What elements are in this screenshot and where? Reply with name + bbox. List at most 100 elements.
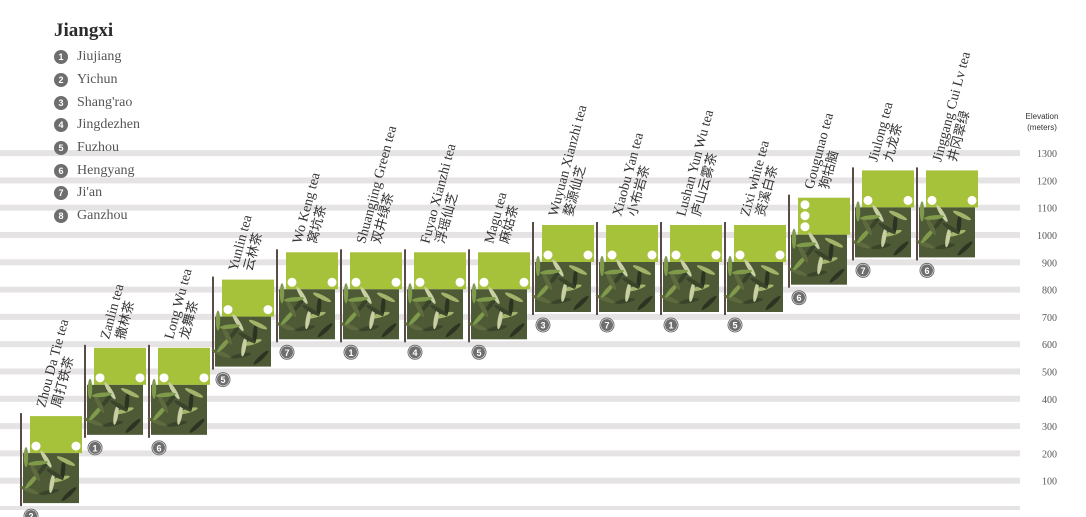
legend-number-marker: 3 [54,95,68,110]
bar-dot [800,211,810,221]
bar-dot [735,250,745,260]
y-tick-label: 500 [1042,368,1057,379]
tea-leaf [281,309,295,325]
tea-leaf [497,309,503,330]
region-marker-label: 3 [540,321,545,331]
legend-title: Jiangxi [54,20,114,41]
region-marker-label: 4 [412,348,417,358]
tea-leaf [238,332,256,344]
bar-stem [532,222,534,315]
tea-leaf [350,299,360,318]
legend-item: 3 Shang'rao [54,91,140,114]
region-marker-fill [601,319,613,331]
bar-dot [71,441,81,451]
region-marker-fill [473,346,485,359]
tea-leaf [412,296,432,302]
tea-leaf [942,222,960,234]
tea-leaf [188,391,194,412]
bar-dot [927,195,937,205]
elevation-band [0,395,1020,402]
tea-leaf [444,296,450,317]
bar-dot [31,441,41,451]
tea-leaf [356,296,370,313]
legend: Jiangxi 1 Jiujiang 2 Yichun 3 Shang'rao 4 Jingd… [54,20,140,228]
tea-leaf [935,243,955,250]
baseline-band [0,506,1020,510]
tea-leaf [478,299,488,318]
tea-leaf [420,296,434,313]
tea-leaf [740,268,754,286]
region-marker-fill [665,319,677,331]
tea-leaf [49,473,55,493]
region-marker-label: 1 [668,321,673,331]
tea-leaf [220,324,240,330]
tea-leaf [881,227,887,248]
tea-leaf [25,473,39,489]
region-marker-fill [281,346,293,359]
tea-leaf [231,352,251,359]
tea-leaf [625,282,631,302]
tea-leaf [919,201,925,222]
tea-leaf [760,265,780,275]
tea-leaf [892,214,898,235]
tea-leaf [601,282,615,298]
tea-leaf [558,277,576,289]
tea-leaf [153,405,167,421]
tea-leaf [561,282,567,302]
tea-leaf [542,272,552,290]
tea-leaf [924,214,944,220]
tea-leaf [604,269,624,275]
tea-leaf [562,284,582,292]
tea-leaf [317,323,333,338]
y-tick-label: 700 [1042,313,1057,324]
tea-leaf [626,284,646,292]
tea-leaf [184,388,204,398]
tea-leaf [61,487,77,502]
bar-stem [148,344,150,438]
elevation-band [0,341,1020,348]
elevation-band [0,368,1020,375]
tea-leaf [670,272,680,290]
tea-leaf [471,283,477,304]
bar-stem [468,249,470,343]
region-marker-label: 6 [156,443,161,453]
y-tick-label: 200 [1042,449,1057,460]
tea-leaf [723,294,743,304]
bar-dot [455,277,465,287]
tea-leaf [23,447,29,468]
tea-leaf [370,311,390,319]
tea-leaf [430,304,448,316]
tea-leaf [828,241,834,262]
region-marker-fill [729,319,741,331]
region-marker-label: 7 [860,266,865,276]
tea-leaf [888,210,908,221]
bar-dot [519,277,529,287]
tea-leaf [817,254,823,275]
tea-leaf [147,417,167,426]
bar-stem [340,249,342,343]
tea-leaf [509,323,525,338]
region-marker-fill [793,291,805,304]
tea-leaf [151,378,157,399]
bar-stem [84,344,86,438]
region-marker-label: 1 [92,443,97,453]
tea-leaf [434,311,454,319]
region-marker-label: 5 [220,375,225,385]
y-tick-label: 900 [1042,258,1057,269]
y-tick-label: 400 [1042,395,1057,406]
region-marker-label: 6 [796,293,801,303]
tea-leaf [680,259,692,277]
region-marker-label: 1 [348,348,353,358]
legend-number-marker: 7 [54,186,68,201]
bar-dot [287,277,297,287]
tea-leaf [30,463,40,482]
tea-leaf [686,277,704,289]
bar-dot [263,305,273,315]
tea-leaf [659,294,679,304]
